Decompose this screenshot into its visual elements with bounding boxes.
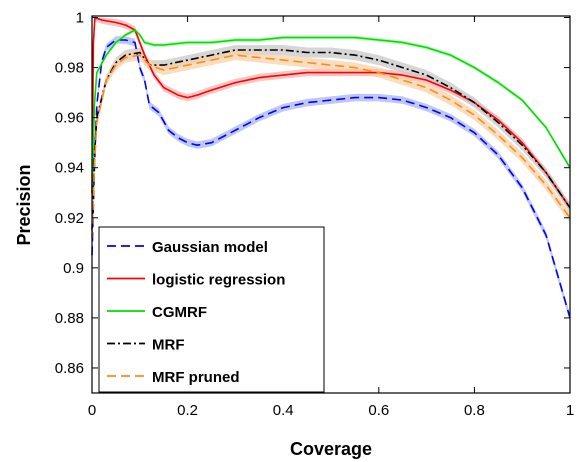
- plot-frame: [91, 15, 571, 394]
- x-tick-label: 0.8: [464, 402, 485, 419]
- legend-label-mrf-pruned: MRF pruned: [152, 369, 240, 386]
- band-mrf-pruned: [92, 50, 570, 243]
- x-tick-label: 0.2: [177, 402, 198, 419]
- legend: Gaussian model logistic regression CGMRF MR…: [98, 226, 325, 393]
- x-axis-label: Coverage: [290, 439, 372, 459]
- y-tick-label: 0.9: [63, 260, 84, 277]
- legend-box: [98, 226, 325, 393]
- y-axis-label: Precision: [14, 164, 34, 245]
- x-tick-label: 1: [566, 402, 574, 419]
- y-tick-label: 0.86: [55, 360, 84, 377]
- legend-label-mrf: MRF: [152, 337, 185, 354]
- y-tick-label: 0.88: [55, 310, 84, 327]
- line-mrf-pruned: [91, 54, 571, 238]
- line-gaussian-model: [91, 39, 571, 319]
- legend-label-logistic-regression: logistic regression: [152, 272, 285, 289]
- band-mrf: [92, 45, 570, 236]
- line-mrf: [91, 49, 571, 231]
- series-lines: [91, 16, 571, 319]
- y-axis-ticks: 0.86 0.88 0.9 0.92 0.94 0.96 0.98 1: [55, 10, 570, 377]
- x-axis-ticks: 0 0.2 0.4 0.6 0.8 1: [88, 16, 574, 419]
- y-tick-label: 0.92: [55, 210, 84, 227]
- y-tick-label: 1: [76, 10, 84, 27]
- x-tick-label: 0.6: [368, 402, 389, 419]
- y-tick-label: 0.98: [55, 60, 84, 77]
- line-logistic-regression: [91, 16, 571, 209]
- legend-label-cgmrf: CGMRF: [152, 304, 207, 321]
- y-tick-label: 0.96: [55, 110, 84, 127]
- band-gaussian-model: [92, 36, 570, 322]
- line-cgmrf: [91, 29, 571, 193]
- x-tick-label: 0.4: [273, 402, 294, 419]
- y-tick-label: 0.94: [55, 160, 84, 177]
- x-tick-label: 0: [88, 402, 96, 419]
- legend-label-gaussian-model: Gaussian model: [152, 239, 268, 256]
- confidence-bands: [92, 17, 570, 322]
